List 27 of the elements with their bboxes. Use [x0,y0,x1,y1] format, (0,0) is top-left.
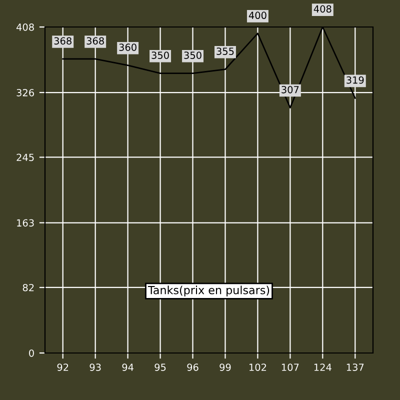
y-tick-label: 163 [17,219,34,227]
data-label: 368 [86,37,104,45]
data-label: 350 [152,52,169,59]
x-tick-label: 95 [154,364,166,371]
x-tick-label: 102 [250,364,266,371]
data-label: 368 [54,37,72,45]
x-tick-label: 96 [187,364,198,371]
x-tick-label: 94 [122,364,134,371]
y-tick-label: 245 [16,154,34,162]
y-tick-label: 408 [16,23,34,31]
x-tick-label: 93 [90,364,101,371]
x-tick-label: 137 [346,364,364,371]
y-tick-label: 82 [22,284,34,292]
y-tick-label: 326 [16,89,34,96]
data-label: 350 [184,52,202,59]
data-label: 360 [119,44,136,51]
x-tick-label: 92 [57,364,68,371]
data-label: 408 [314,5,332,13]
data-label: 307 [282,86,299,94]
x-tick-label: 124 [314,364,332,371]
data-label: 319 [346,76,364,84]
x-tick-label: 99 [220,364,231,371]
data-label: 400 [248,12,266,20]
data-label: 355 [216,48,234,55]
x-tick-label: 107 [282,364,299,371]
text: Tanks(prix en pulsars) [148,286,270,296]
y-tick-label: 0 [29,349,34,357]
